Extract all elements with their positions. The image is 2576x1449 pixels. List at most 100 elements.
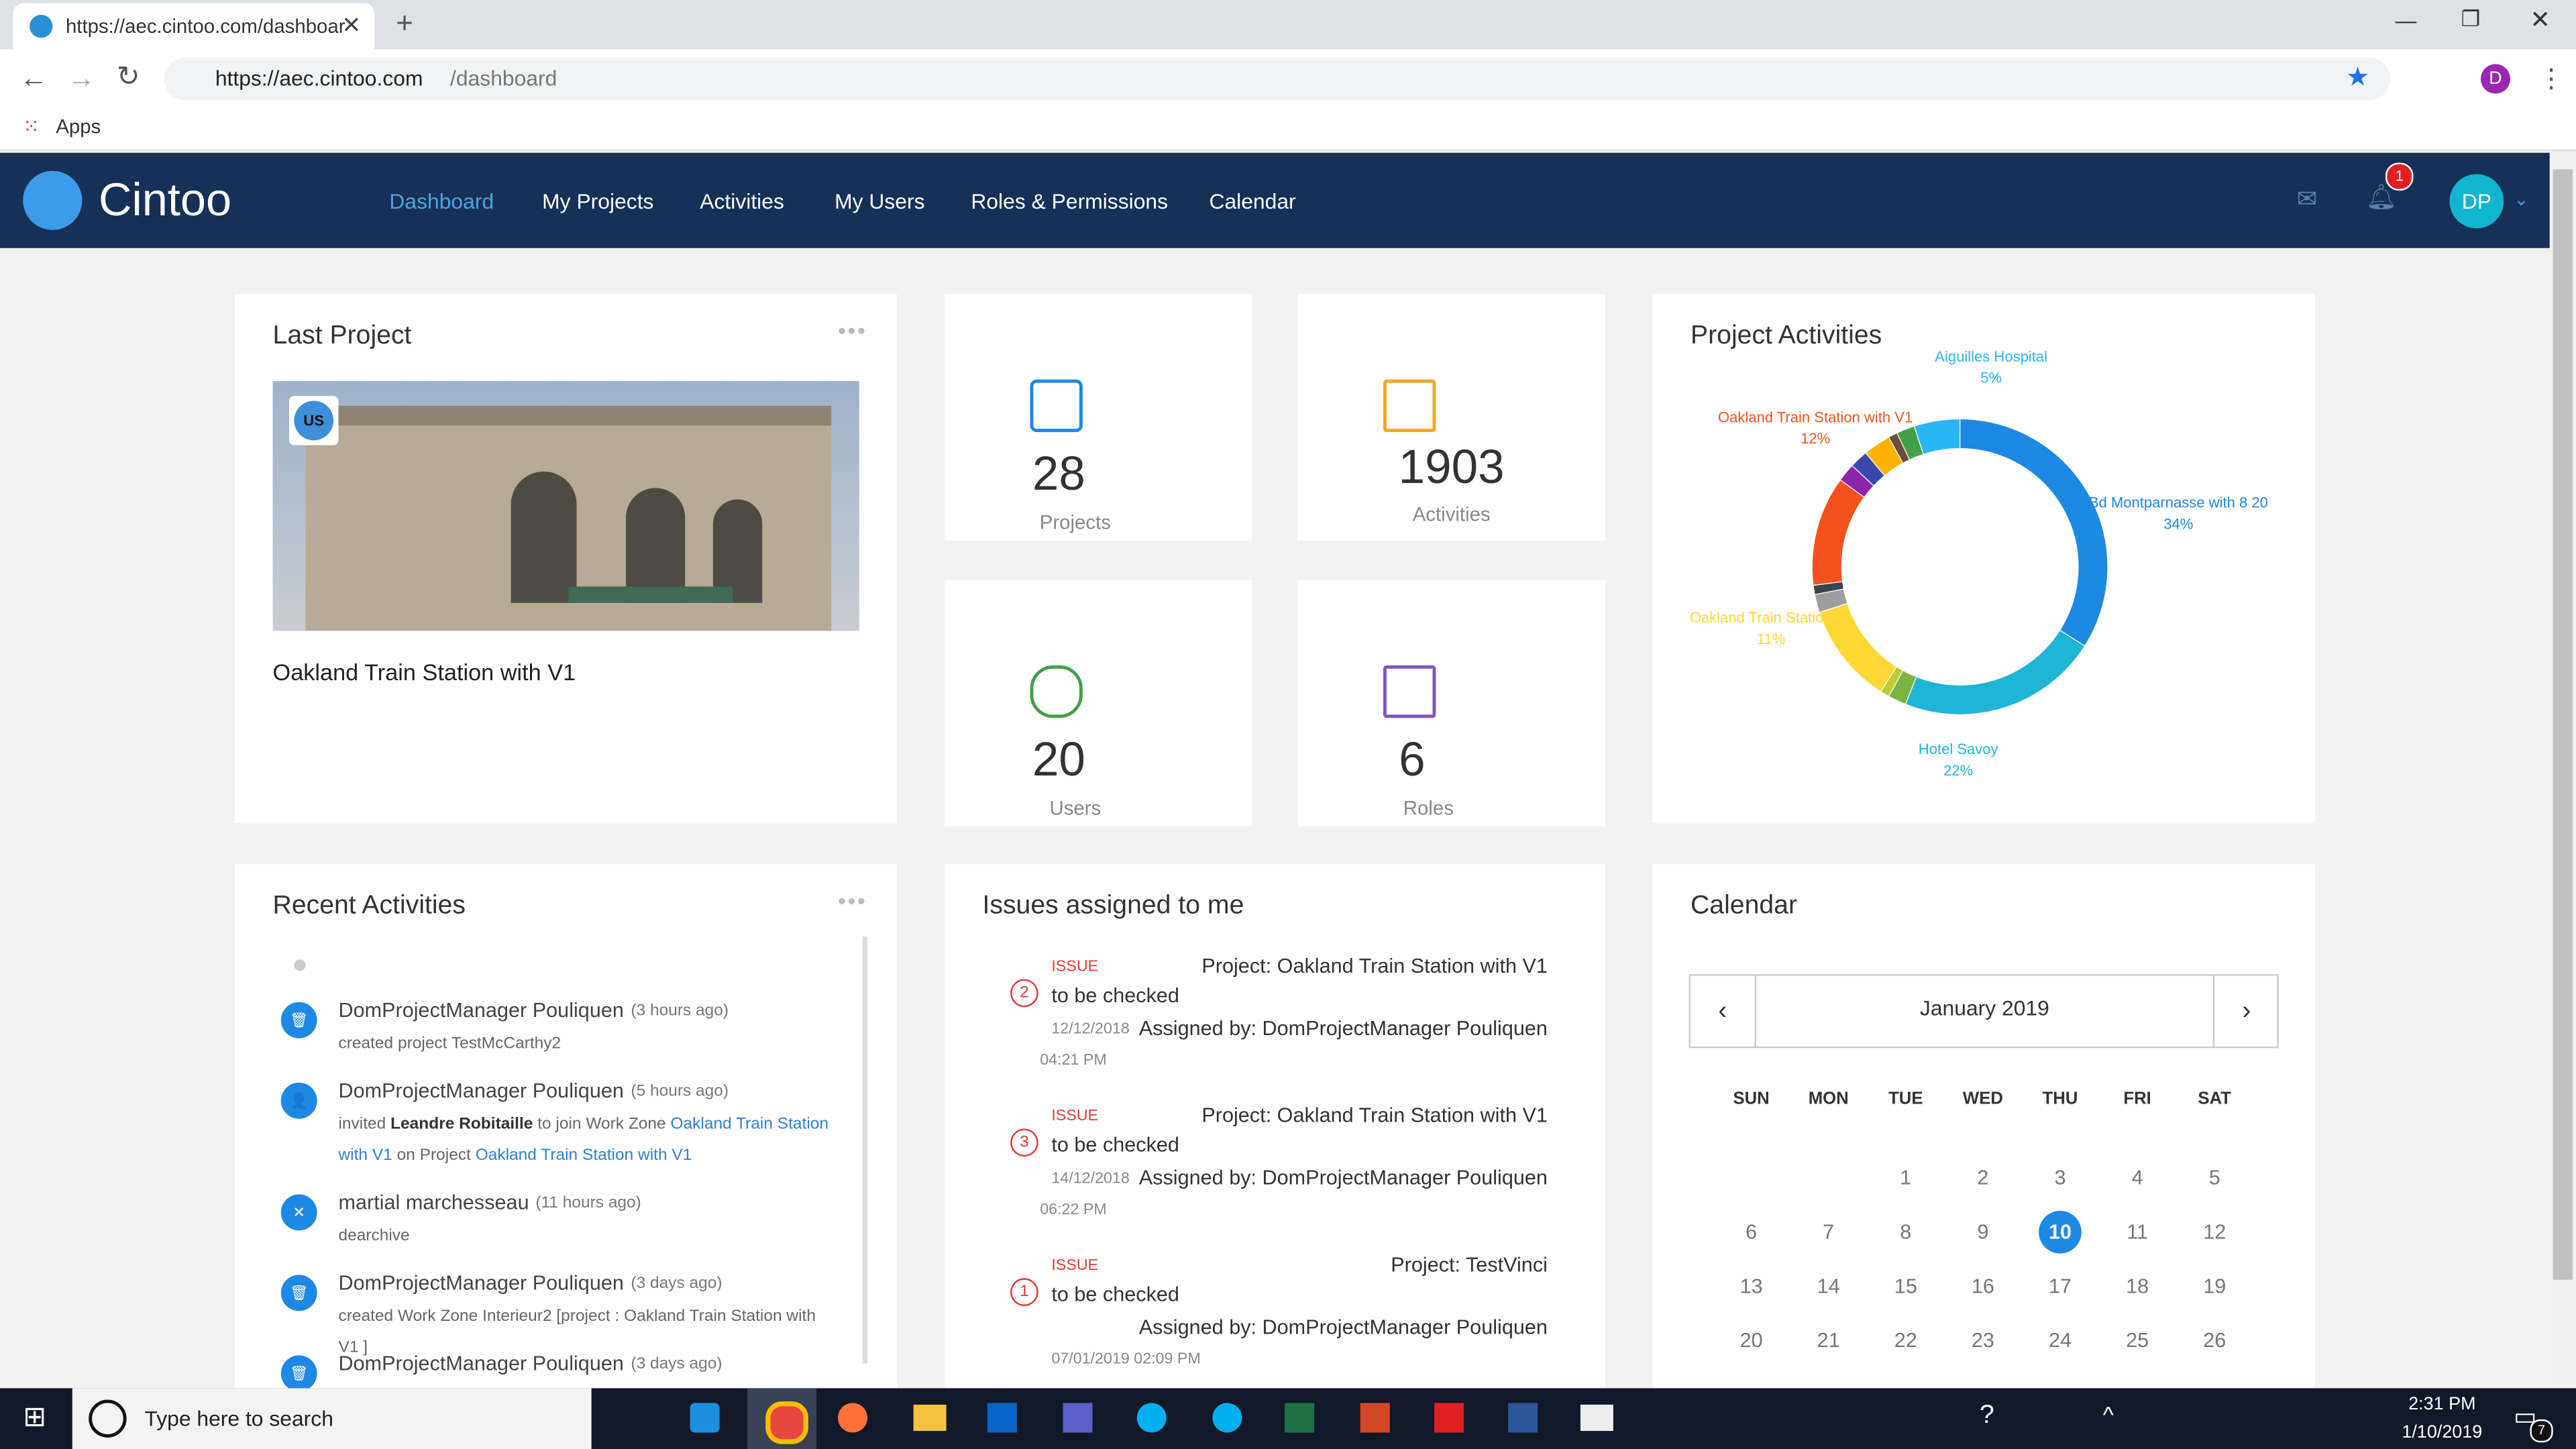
activity-user[interactable]: martial marchesseau (338, 1191, 529, 1214)
calendar-day[interactable]: 17 (2048, 1275, 2072, 1298)
card-title: Project Activities (1690, 322, 1882, 350)
donut-chart: Bd Montparnasse with 8 20 34% Hotel Savoy 2… (1690, 348, 2268, 779)
stat-icon (1383, 379, 1436, 433)
notification-badge[interactable]: 1 (2385, 162, 2414, 191)
activity-text: created Work Zone Interieur2 [project : … (338, 1301, 839, 1364)
calendar-day[interactable]: 3 (2054, 1166, 2066, 1190)
calendar-day[interactable]: 2 (1977, 1166, 1989, 1190)
taskbar: ⊞ Type here to search ? ^ 2:31 PM 1/10/2… (0, 1388, 2576, 1449)
search-placeholder: Type here to search (144, 1406, 333, 1432)
calendar-day[interactable]: 16 (1971, 1275, 1994, 1298)
stat-icon (1383, 665, 1436, 718)
issue-number[interactable]: 2 (1010, 979, 1038, 1008)
calendar-day[interactable]: 13 (1739, 1275, 1763, 1298)
search-box[interactable]: Type here to search (72, 1388, 592, 1449)
tab-bar (0, 0, 2576, 50)
calendar-day[interactable]: 11 (2127, 1220, 2149, 1244)
stat-card[interactable]: 28 Projects (945, 294, 1252, 541)
nav-link[interactable]: Activities (700, 189, 784, 214)
slice-label: Aiguilles Hospital (1935, 348, 2047, 365)
calendar-day[interactable]: 7 (1823, 1220, 1835, 1244)
activity-user[interactable]: DomProjectManager Pouliquen (338, 1352, 624, 1375)
next-month[interactable]: › (2212, 975, 2279, 1047)
calendar-day[interactable]: 12 (2203, 1220, 2226, 1244)
nav-link[interactable]: My Users (835, 189, 925, 214)
restore[interactable]: ❐ (2461, 6, 2481, 32)
nav-link[interactable]: Roles & Permissions (971, 189, 1169, 214)
calendar-day[interactable]: 26 (2203, 1329, 2226, 1352)
issue-project[interactable]: Project: Oakland Train Station with V1 (1201, 954, 1548, 978)
calendar-day-today[interactable]: 10 (2039, 1210, 2082, 1254)
activity-icon: 🗑 (280, 1275, 317, 1311)
activity-time: (11 hours ago) (535, 1194, 641, 1213)
calendar-day[interactable]: 6 (1746, 1220, 1758, 1244)
calendar-day[interactable]: 8 (1900, 1220, 1912, 1244)
prev-month[interactable]: ‹ (1690, 975, 1756, 1047)
calendar-day[interactable]: 18 (2126, 1275, 2149, 1298)
calendar-day[interactable]: 20 (1739, 1329, 1763, 1352)
minimize[interactable]: — (2395, 8, 2417, 33)
issue-project[interactable]: Project: TestVinci (1391, 1253, 1548, 1277)
clock-time[interactable]: 2:31 PM (2408, 1395, 2476, 1415)
activity-link[interactable]: Oakland Train Station with V1 (475, 1146, 692, 1165)
nav-link[interactable]: My Projects (542, 189, 654, 214)
project-image[interactable]: US (272, 381, 859, 631)
issue-number[interactable]: 3 (1010, 1128, 1038, 1157)
nav-link[interactable]: Dashboard (389, 189, 494, 214)
slice-value-label: 5% (1980, 370, 2002, 386)
activity-time: (3 days ago) (631, 1275, 722, 1293)
slice-value-label: 34% (2163, 516, 2193, 533)
back[interactable]: ← (19, 62, 48, 94)
action-center-count[interactable]: 7 (2530, 1419, 2553, 1443)
stat-card[interactable]: 1903 Activities (1297, 294, 1605, 541)
calendar-day[interactable]: 9 (1977, 1220, 1989, 1244)
calendar-day[interactable]: 25 (2126, 1329, 2149, 1352)
reload[interactable]: ↻ (116, 60, 140, 93)
url-host: https://aec.cintoo.com (215, 65, 423, 91)
card-title: Recent Activities (272, 892, 466, 920)
scrollbar[interactable] (2549, 152, 2576, 1389)
activity-text-part: on Project (392, 1146, 476, 1165)
calendar-day[interactable]: 23 (1971, 1329, 1994, 1352)
nav-link[interactable]: Calendar (1209, 189, 1296, 214)
slice-value-label: 12% (1801, 430, 1830, 447)
activity-user[interactable]: DomProjectManager Pouliquen (338, 1079, 624, 1103)
issue-status: to be checked (1051, 1283, 1179, 1306)
weekday: TUE (1888, 1089, 1923, 1110)
brand[interactable]: Cintoo (98, 174, 232, 225)
calendar-day[interactable]: 19 (2203, 1275, 2226, 1298)
activity-user[interactable]: DomProjectManager Pouliquen (338, 1271, 624, 1295)
calendar-day[interactable]: 21 (1817, 1329, 1840, 1352)
issue-project[interactable]: Project: Oakland Train Station with V1 (1201, 1104, 1548, 1128)
project-activities-card: Project Activities Bd Montparnasse with … (1652, 294, 2315, 823)
card-title: Calendar (1690, 892, 1798, 920)
stat-card[interactable]: 6 Roles (1297, 580, 1605, 826)
card-title: Last Project (272, 322, 412, 350)
clock-date[interactable]: 1/10/2019 (2402, 1422, 2483, 1443)
calendar-day[interactable]: 22 (1894, 1329, 1917, 1352)
profile[interactable]: D (2480, 64, 2511, 94)
calendar-day[interactable]: 14 (1817, 1275, 1840, 1298)
close[interactable]: ✕ (2530, 6, 2551, 35)
issue-tag: ISSUE (1051, 957, 1099, 976)
month-header: ‹ › January 2019 (1688, 974, 2279, 1049)
forward[interactable]: → (67, 62, 96, 94)
stat-card[interactable]: 20 Users (945, 580, 1252, 826)
address-bar[interactable]: https://aec.cintoo.com /dashboard ★ (164, 57, 2391, 101)
stat-value: 6 (1399, 734, 1426, 788)
calendar-day[interactable]: 24 (2048, 1329, 2072, 1352)
activity-user[interactable]: DomProjectManager Pouliquen (338, 998, 624, 1022)
calendar-day[interactable]: 4 (2131, 1166, 2143, 1190)
calendar-day[interactable]: 15 (1894, 1275, 1917, 1298)
bookmark[interactable]: Apps (56, 115, 101, 138)
new-tab[interactable]: + (396, 6, 413, 40)
calendar-day[interactable]: 1 (1900, 1166, 1912, 1190)
project-name[interactable]: Oakland Train Station with V1 (272, 659, 576, 686)
user-avatar[interactable]: DP (2449, 174, 2504, 229)
activity-link[interactable]: Oakland Train Station with V1 (338, 1115, 829, 1165)
issue-number[interactable]: 1 (1010, 1278, 1038, 1306)
issue-time: 04:21 PM (1040, 1051, 1107, 1070)
calendar-day[interactable]: 5 (2208, 1166, 2220, 1190)
tab[interactable]: https://aec.cintoo.com/dashboar ✕ (13, 3, 375, 50)
